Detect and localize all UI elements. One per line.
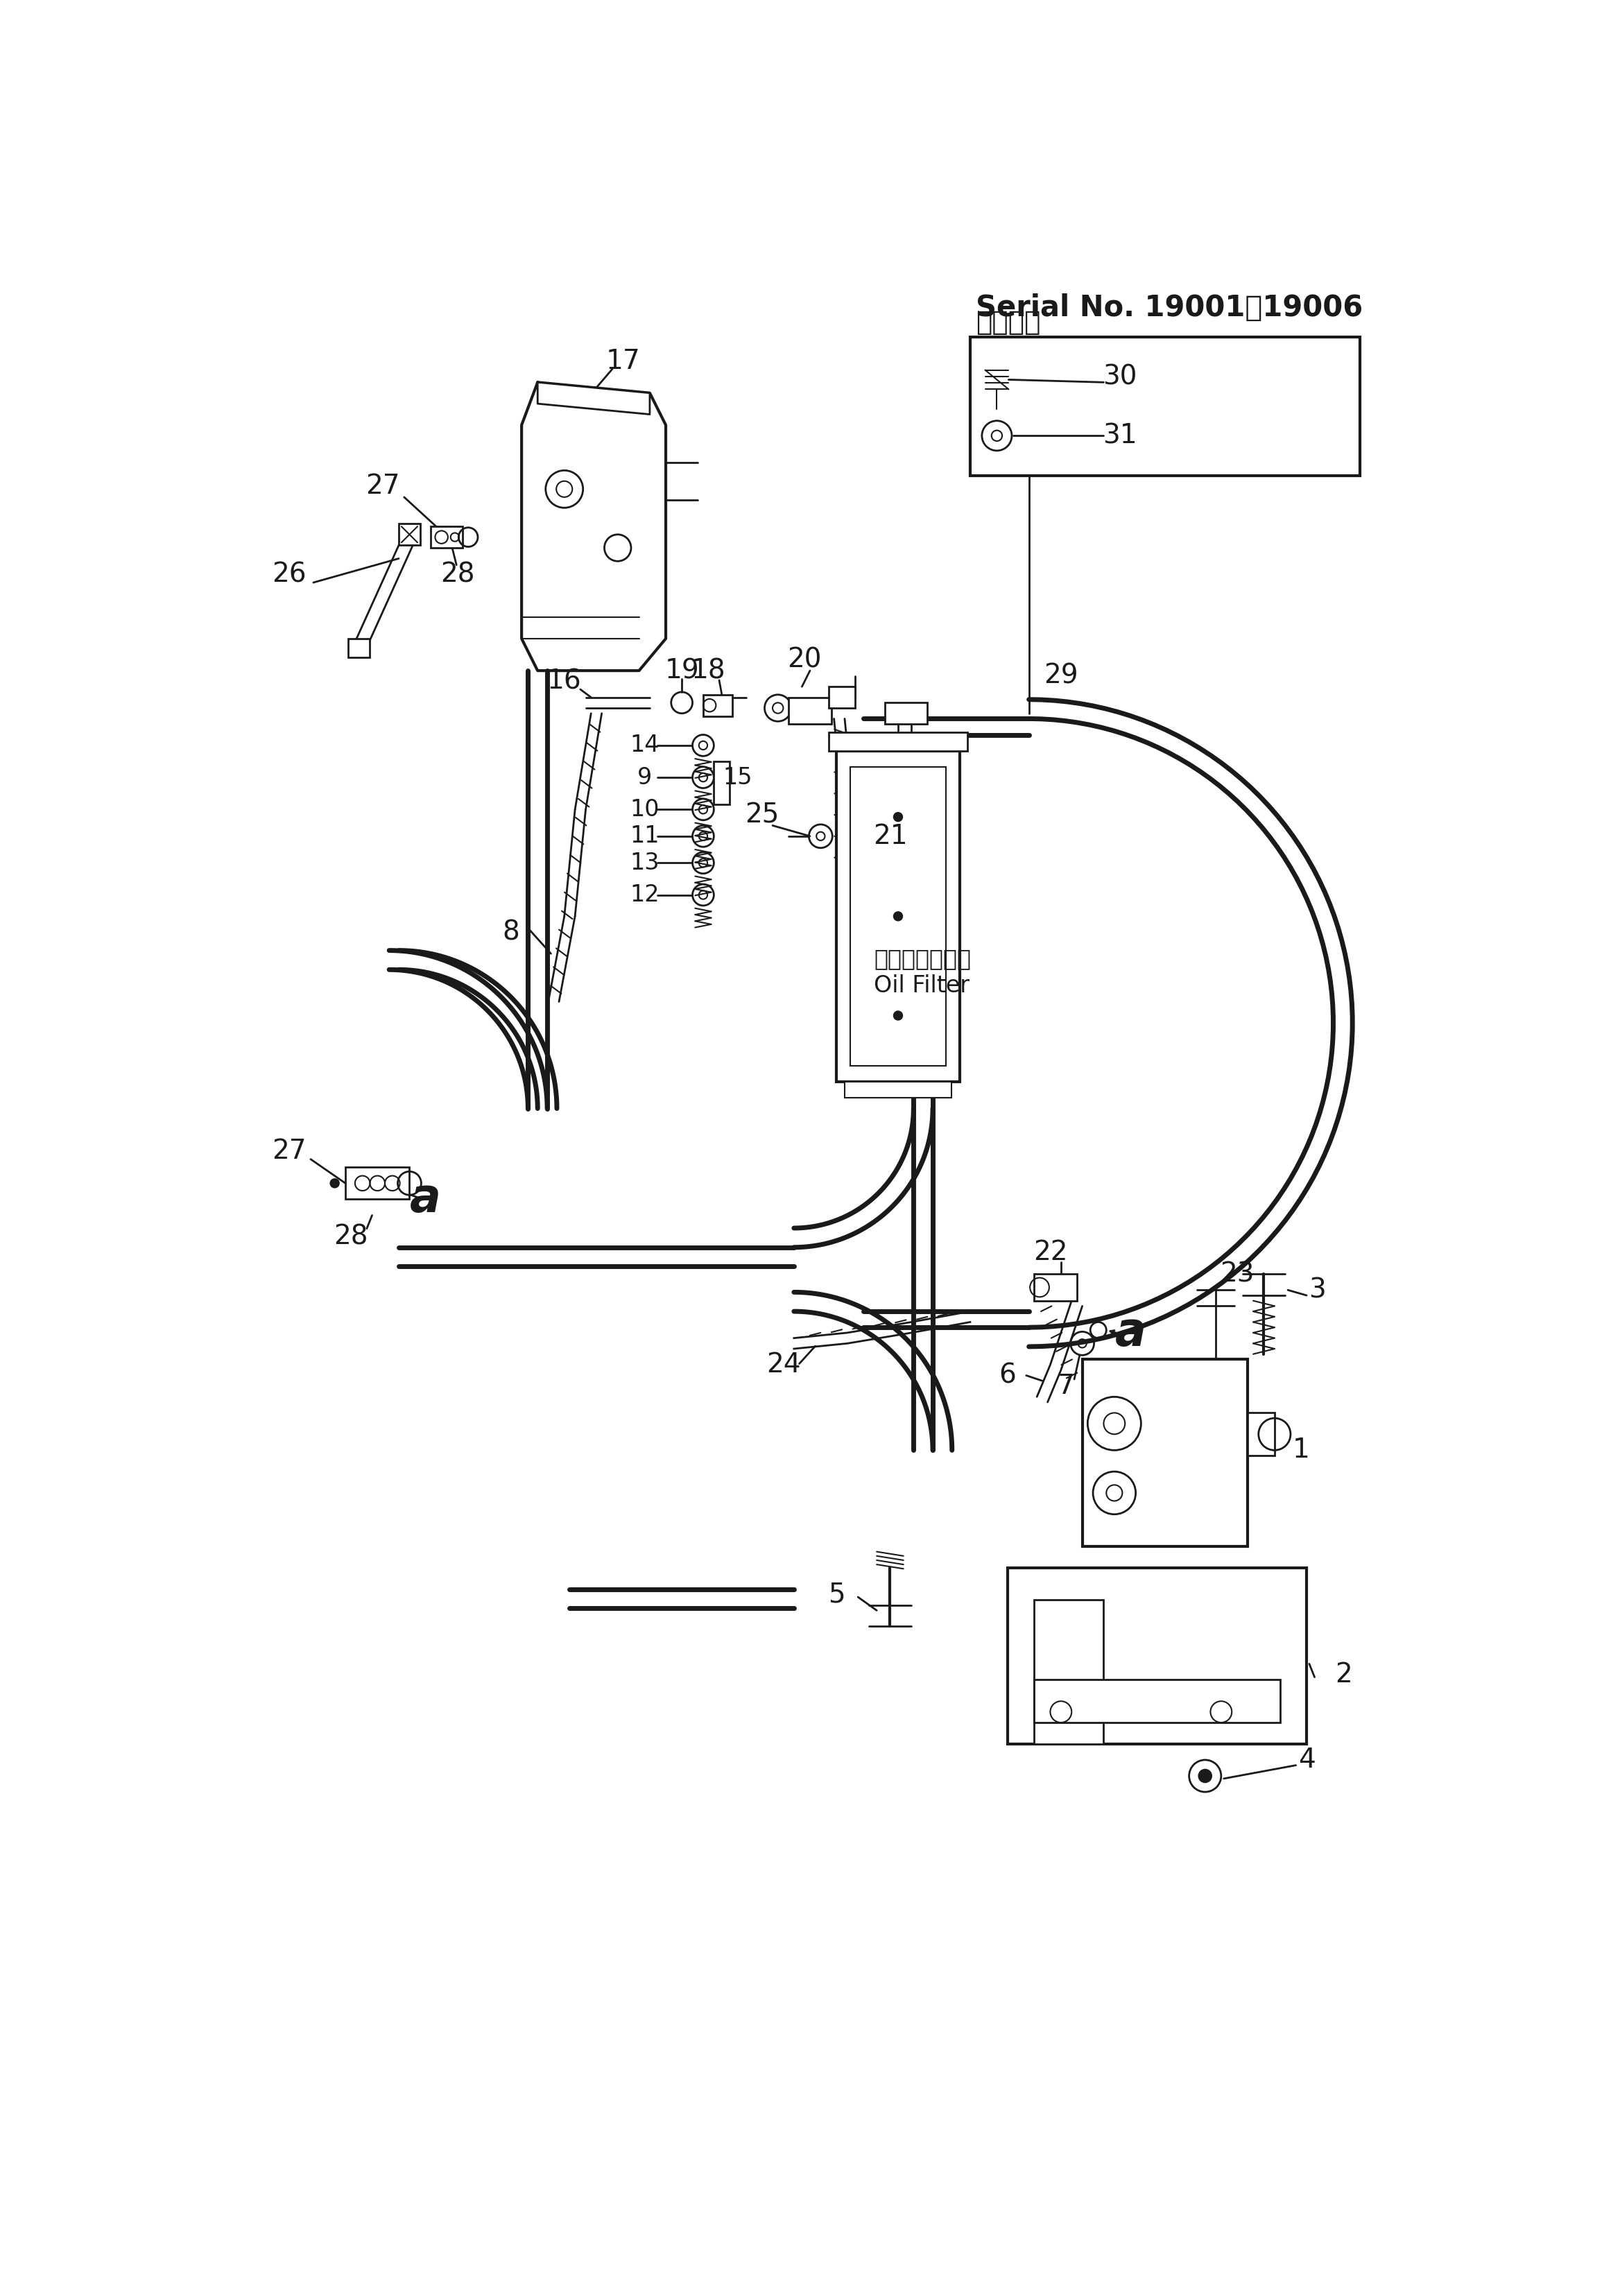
Bar — [844, 1081, 951, 1097]
Text: a: a — [1115, 1309, 1145, 1355]
Bar — [885, 703, 927, 723]
Bar — [345, 1166, 410, 1199]
Bar — [851, 767, 946, 1065]
Bar — [1008, 1568, 1307, 1745]
Text: 30: 30 — [1103, 363, 1137, 390]
Text: 3: 3 — [1309, 1277, 1325, 1304]
Text: 28: 28 — [441, 560, 475, 588]
Text: 31: 31 — [1103, 422, 1137, 450]
Bar — [1247, 1412, 1275, 1456]
Text: 22: 22 — [1034, 1240, 1068, 1265]
Bar — [1034, 1600, 1103, 1745]
Circle shape — [894, 1010, 902, 1019]
Circle shape — [894, 813, 902, 822]
Text: 13: 13 — [630, 852, 659, 875]
Polygon shape — [522, 383, 666, 670]
Text: 14: 14 — [630, 735, 659, 758]
Bar — [1034, 1681, 1280, 1722]
Text: 25: 25 — [745, 801, 779, 829]
Text: 15: 15 — [723, 767, 753, 790]
Text: 27: 27 — [366, 473, 400, 501]
Text: 9: 9 — [637, 767, 651, 790]
Text: 20: 20 — [787, 647, 821, 673]
Circle shape — [1199, 1770, 1212, 1782]
Text: 21: 21 — [873, 822, 907, 850]
Bar — [836, 751, 959, 1081]
Text: 16: 16 — [548, 668, 582, 693]
Text: 26: 26 — [272, 560, 306, 588]
Bar — [789, 698, 831, 723]
Text: 4: 4 — [1298, 1747, 1315, 1773]
Bar — [431, 526, 463, 549]
Text: 28: 28 — [334, 1224, 368, 1249]
Text: 23: 23 — [1220, 1261, 1254, 1288]
Bar — [703, 696, 732, 716]
Text: オイルフィルタ: オイルフィルタ — [875, 948, 970, 971]
Bar — [970, 338, 1359, 475]
Bar — [829, 732, 967, 751]
Text: 1: 1 — [1293, 1437, 1311, 1463]
Text: 適用号機: 適用号機 — [975, 310, 1040, 335]
Text: Oil Filter: Oil Filter — [875, 974, 970, 996]
Text: 29: 29 — [1043, 664, 1079, 689]
Text: 27: 27 — [272, 1139, 306, 1164]
Text: 2: 2 — [1335, 1662, 1353, 1688]
Text: 17: 17 — [606, 347, 640, 374]
Circle shape — [330, 1178, 339, 1187]
Text: 10: 10 — [630, 799, 659, 822]
Text: 8: 8 — [502, 918, 520, 946]
Polygon shape — [538, 383, 650, 413]
Text: 19: 19 — [664, 657, 700, 684]
Text: 6: 6 — [1000, 1362, 1016, 1389]
Bar — [1034, 1274, 1077, 1302]
Text: a: a — [410, 1176, 441, 1221]
Text: 24: 24 — [766, 1352, 800, 1378]
Text: 7: 7 — [1058, 1373, 1076, 1398]
Bar — [829, 687, 855, 707]
Text: 12: 12 — [630, 884, 659, 907]
Bar — [1082, 1359, 1247, 1545]
Bar — [399, 523, 420, 544]
Text: 18: 18 — [692, 657, 726, 684]
Text: 11: 11 — [630, 824, 659, 847]
Text: Serial No. 19001～19006: Serial No. 19001～19006 — [975, 294, 1362, 321]
Circle shape — [894, 912, 902, 921]
Bar — [348, 638, 369, 657]
Text: 5: 5 — [828, 1582, 846, 1607]
Bar — [714, 762, 731, 804]
